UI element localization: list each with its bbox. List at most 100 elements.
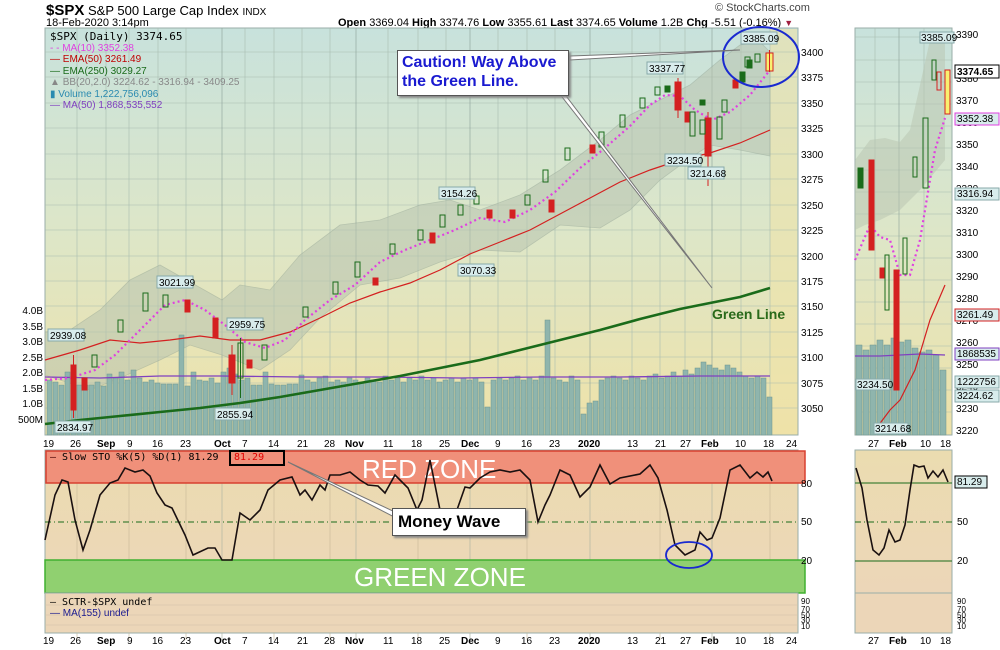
sctr-legend: — SCTR-$SPX undef — MA(155) undef	[50, 597, 153, 619]
svg-text:2959.75: 2959.75	[229, 320, 266, 331]
stoch-value-box: 81.29	[229, 450, 285, 466]
svg-text:19: 19	[43, 439, 55, 450]
svg-text:25: 25	[439, 636, 451, 647]
exchange: INDX	[242, 7, 267, 18]
svg-text:2.0B: 2.0B	[22, 368, 43, 379]
oversold-circle	[665, 541, 713, 569]
svg-text:3275: 3275	[801, 175, 824, 186]
svg-text:16: 16	[152, 636, 164, 647]
svg-text:80: 80	[801, 479, 813, 490]
svg-text:1.5B: 1.5B	[22, 384, 43, 395]
svg-text:RED ZONE: RED ZONE	[362, 454, 496, 484]
svg-text:Oct: Oct	[214, 439, 231, 450]
chart-datetime: 18-Feb-2020 3:14pm	[46, 17, 149, 29]
svg-text:Feb: Feb	[701, 636, 719, 647]
x-axis-bottom: 19 26 Sep 9 16 23 Oct 7 14 21 28 Nov 11 18 25 Dec 9 1…	[43, 636, 798, 647]
svg-text:27: 27	[680, 439, 692, 450]
stochastic-line	[44, 459, 773, 561]
svg-text:50: 50	[801, 611, 810, 620]
volume-y-axis: 4.0B 3.5B 3.0B 2.5B 2.0B 1.5B 1.0B 500M	[18, 306, 43, 426]
svg-text:10: 10	[735, 636, 747, 647]
volume-value: 1.2B	[660, 17, 684, 29]
svg-text:3200: 3200	[801, 252, 824, 263]
symbol: $SPX	[46, 2, 85, 19]
svg-text:7: 7	[242, 439, 248, 450]
svg-text:27: 27	[868, 636, 880, 647]
svg-text:3070.33: 3070.33	[460, 266, 497, 277]
svg-text:16: 16	[521, 636, 533, 647]
svg-text:3.5B: 3.5B	[22, 322, 43, 333]
svg-text:3234.50: 3234.50	[667, 156, 704, 167]
svg-text:18: 18	[763, 636, 775, 647]
svg-text:3300: 3300	[801, 150, 824, 161]
svg-text:18: 18	[940, 636, 952, 647]
svg-text:Dec: Dec	[461, 636, 480, 647]
legend-volume: ▮ Volume 1,222,756,096	[50, 88, 159, 100]
svg-text:Dec: Dec	[461, 439, 480, 450]
svg-text:30: 30	[957, 616, 966, 625]
svg-text:Feb: Feb	[889, 636, 907, 647]
svg-text:50: 50	[801, 517, 813, 528]
svg-text:3125: 3125	[801, 328, 824, 339]
svg-text:19: 19	[43, 636, 55, 647]
svg-text:10: 10	[920, 636, 932, 647]
svg-text:3340: 3340	[956, 162, 979, 173]
svg-text:3375: 3375	[801, 73, 824, 84]
ema50-line	[44, 129, 771, 361]
svg-text:90: 90	[957, 597, 966, 606]
svg-text:30: 30	[801, 616, 810, 625]
copyright: © StockCharts.com	[715, 2, 810, 14]
svg-text:3224.62: 3224.62	[957, 391, 994, 402]
svg-text:3350: 3350	[801, 99, 824, 110]
svg-text:3316.94: 3316.94	[957, 189, 994, 200]
svg-text:23: 23	[180, 636, 192, 647]
svg-text:4.0B: 4.0B	[22, 306, 43, 317]
svg-text:3100: 3100	[801, 353, 824, 364]
svg-text:10: 10	[801, 622, 810, 631]
svg-text:3150: 3150	[801, 302, 824, 313]
svg-text:3250: 3250	[956, 360, 979, 371]
svg-text:1.0B: 1.0B	[22, 399, 43, 410]
svg-text:7: 7	[242, 636, 248, 647]
svg-text:3214.68: 3214.68	[875, 424, 912, 435]
green-zone	[44, 559, 806, 594]
svg-text:28: 28	[324, 439, 336, 450]
svg-text:2020: 2020	[578, 636, 601, 647]
price-legend: $SPX (Daily) 3374.65 - - MA(10) 3352.38 …	[50, 31, 239, 112]
svg-text:10: 10	[920, 439, 932, 450]
svg-text:3310: 3310	[956, 228, 979, 239]
legend-ema50: — EMA(50) 3261.49	[50, 54, 142, 65]
svg-text:2.5B: 2.5B	[22, 353, 43, 364]
svg-text:50: 50	[957, 611, 966, 620]
svg-text:18: 18	[940, 439, 952, 450]
svg-text:3260: 3260	[956, 338, 979, 349]
svg-text:3337.77: 3337.77	[649, 64, 686, 75]
svg-text:3320: 3320	[956, 206, 979, 217]
svg-text:21: 21	[297, 636, 309, 647]
svg-text:13: 13	[627, 439, 639, 450]
svg-text:50: 50	[957, 517, 969, 528]
svg-text:2834.97: 2834.97	[57, 423, 94, 434]
svg-text:3154.26: 3154.26	[441, 189, 478, 200]
svg-text:23: 23	[549, 636, 561, 647]
svg-text:25: 25	[439, 439, 451, 450]
money-wave-callout: Money Wave	[392, 508, 526, 536]
svg-text:Feb: Feb	[889, 439, 907, 450]
svg-text:3290: 3290	[956, 272, 979, 283]
down-arrow-icon: ▼	[784, 18, 794, 28]
svg-text:Sep: Sep	[97, 439, 115, 450]
svg-text:3050: 3050	[801, 404, 824, 415]
price-y-axis: 3400 3375 3350 3325 3300 3275 3250 3225 3200 31…	[801, 48, 824, 415]
svg-text:24: 24	[786, 439, 798, 450]
svg-text:16: 16	[521, 439, 533, 450]
svg-text:3350: 3350	[956, 140, 979, 151]
price-point-labels: 2939.08 2834.97 3021.99 2959.75 2855.94 …	[47, 31, 780, 434]
svg-text:13: 13	[627, 636, 639, 647]
svg-text:3380: 3380	[956, 74, 979, 85]
svg-text:18: 18	[411, 636, 423, 647]
svg-text:3220: 3220	[956, 426, 979, 437]
legend-ma10: - - MA(10) 3352.38	[50, 42, 134, 54]
svg-text:9: 9	[495, 636, 501, 647]
last-value: 3374.65	[575, 17, 616, 29]
